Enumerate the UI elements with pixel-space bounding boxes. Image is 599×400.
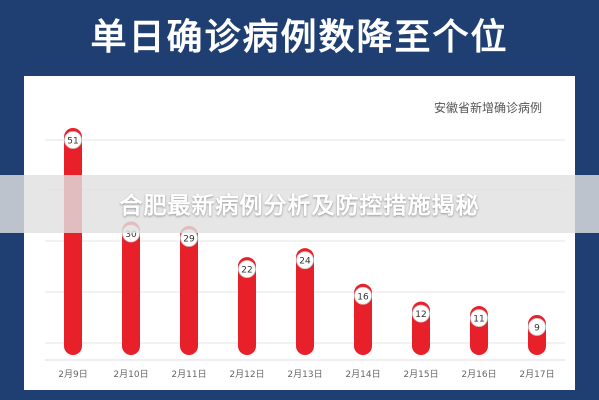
data-label: 16 <box>357 292 369 302</box>
value-badge <box>470 309 488 327</box>
x-tick-label: 2月9日 <box>58 369 87 380</box>
x-tick-label: 2月12日 <box>229 369 264 380</box>
x-tick-label: 2月17日 <box>519 369 554 380</box>
x-tick-label: 2月11日 <box>171 369 206 380</box>
data-label: 24 <box>299 257 311 267</box>
labels-layer: 51 2月9日 30 2月10日 29 2月11日 22 2月12日 24 2月13日 16 2月14… <box>58 137 554 381</box>
bar <box>122 221 140 355</box>
chart-title: 安徽省新增确诊病例 <box>434 100 542 115</box>
value-badge <box>354 286 372 305</box>
caption-overlay <box>0 175 599 233</box>
data-label: 29 <box>183 234 195 244</box>
bars-layer <box>64 128 546 355</box>
data-label: 30 <box>125 230 137 240</box>
value-badge <box>296 251 314 270</box>
x-tick-label: 2月16日 <box>461 369 496 380</box>
x-tick-label: 2月10日 <box>113 369 148 380</box>
data-label: 12 <box>415 310 426 320</box>
value-badge <box>528 318 546 336</box>
value-badge <box>412 304 430 323</box>
x-tick-label: 2月13日 <box>287 369 322 380</box>
bar <box>238 257 256 355</box>
bar <box>64 128 82 355</box>
data-label: 9 <box>534 323 540 333</box>
value-badge <box>64 131 82 149</box>
data-label: 22 <box>241 266 252 276</box>
data-label: 11 <box>473 315 484 325</box>
bar <box>296 248 314 355</box>
x-tick-label: 2月14日 <box>345 369 380 380</box>
bar <box>180 225 198 355</box>
x-tick-label: 2月15日 <box>403 369 438 380</box>
banner-title: 单日确诊病例数降至个位 <box>90 17 509 58</box>
value-badge <box>238 260 256 278</box>
overlay-caption: 合肥最新病例分析及防控措施揭秘 <box>119 193 480 219</box>
data-label: 51 <box>67 137 78 147</box>
